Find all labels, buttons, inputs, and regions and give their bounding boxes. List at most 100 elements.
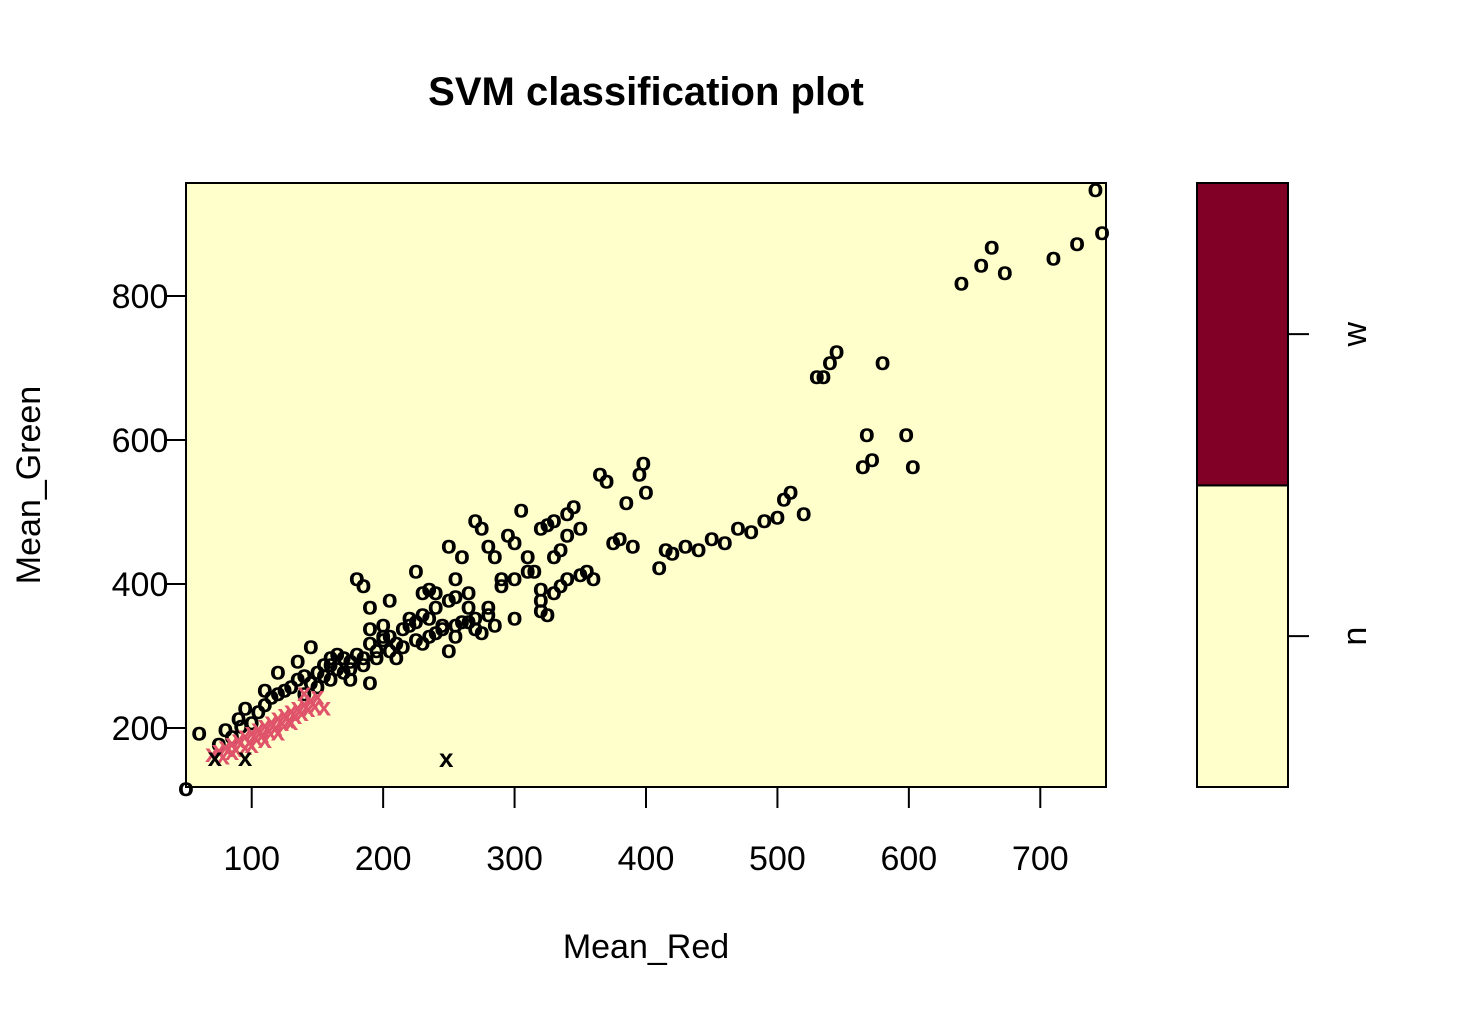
data-point: o — [388, 641, 404, 671]
data-point: o — [309, 670, 325, 700]
data-point: o — [362, 591, 378, 621]
data-point: o — [612, 522, 628, 552]
x-tick-label: 600 — [880, 840, 937, 878]
data-point: o — [244, 706, 260, 736]
data-point: o — [546, 504, 562, 534]
data-point: o — [421, 619, 437, 649]
data-point: o — [224, 720, 240, 750]
data-point: o — [585, 562, 601, 592]
data-point: o — [191, 717, 207, 747]
data-point: x — [301, 693, 316, 723]
data-point: o — [493, 569, 509, 599]
data-point: o — [520, 540, 536, 570]
data-point: o — [664, 537, 680, 567]
data-point: o — [447, 562, 463, 592]
data-point: x — [225, 727, 240, 757]
data-point: o — [382, 583, 398, 613]
data-point: x — [284, 706, 299, 736]
data-point: o — [441, 634, 457, 664]
data-point: o — [572, 511, 588, 541]
data-point: o — [461, 591, 477, 621]
data-point: o — [467, 601, 483, 631]
data-point: o — [408, 623, 424, 653]
data-point: o — [415, 627, 431, 657]
data-point: o — [428, 591, 444, 621]
data-point: o — [421, 573, 437, 603]
data-point: o — [362, 627, 378, 657]
data-point: x — [297, 677, 312, 707]
legend-swatch-n — [1196, 484, 1289, 788]
data-point: o — [579, 555, 595, 585]
data-point: x — [439, 743, 454, 773]
data-point: o — [447, 619, 463, 649]
data-point: o — [480, 598, 496, 628]
data-point: o — [277, 673, 293, 703]
data-point: o — [303, 666, 319, 696]
x-tick-label: 200 — [355, 840, 412, 878]
data-point: x — [242, 726, 257, 756]
data-point: o — [474, 616, 490, 646]
data-point: o — [855, 450, 871, 480]
data-point: o — [704, 522, 720, 552]
data-point: o — [480, 591, 496, 621]
data-point: x — [205, 738, 220, 768]
data-point: o — [905, 450, 921, 480]
data-point: x — [248, 722, 263, 752]
data-point: o — [513, 493, 529, 523]
data-point: o — [270, 677, 286, 707]
x-tick-label: 500 — [749, 840, 806, 878]
data-point: o — [898, 418, 914, 448]
y-tick-label: 600 — [112, 422, 169, 460]
data-point: x — [290, 691, 305, 721]
data-point: o — [618, 486, 634, 516]
data-point: x — [244, 717, 259, 747]
y-tick-label: 800 — [112, 278, 169, 316]
data-point: o — [441, 583, 457, 613]
data-point: o — [401, 601, 417, 631]
data-point: o — [454, 605, 470, 635]
y-axis-label: Mean_Green — [10, 386, 48, 584]
data-point: o — [283, 670, 299, 700]
data-point: o — [217, 713, 233, 743]
data-point: o — [369, 641, 385, 671]
data-point: o — [375, 623, 391, 653]
data-point: o — [859, 418, 875, 448]
data-point: o — [533, 511, 549, 541]
data-point: o — [233, 709, 249, 739]
data-point: o — [454, 540, 470, 570]
data-point: o — [796, 497, 812, 527]
data-point: x — [238, 742, 253, 772]
x-tick-label: 400 — [618, 840, 675, 878]
data-point: x — [268, 712, 283, 742]
data-point: o — [658, 533, 674, 563]
data-point: x — [208, 742, 223, 772]
data-point: x — [281, 704, 296, 734]
data-point: o — [231, 702, 247, 732]
data-point: x — [297, 688, 312, 718]
chart-title: SVM classification plot — [428, 70, 864, 114]
data-point: o — [829, 335, 845, 365]
data-point: o — [263, 681, 279, 711]
data-point: o — [467, 612, 483, 642]
x-axis: 100 200 300 400 500 600 700 — [223, 786, 1069, 878]
data-point: o — [572, 558, 588, 588]
data-point: o — [395, 630, 411, 660]
data-point: o — [635, 447, 651, 477]
data-point: o — [953, 267, 969, 297]
data-point: o — [533, 573, 549, 603]
data-point: x — [238, 731, 253, 761]
data-point: x — [264, 706, 279, 736]
data-point: o — [362, 612, 378, 642]
data-point: o — [520, 555, 536, 585]
data-point: o — [342, 663, 358, 693]
data-point: o — [290, 645, 306, 675]
data-point: o — [257, 673, 273, 703]
data-point: o — [638, 475, 654, 505]
data-point: o — [533, 594, 549, 624]
data-point: o — [428, 576, 444, 606]
data-point: o — [408, 605, 424, 635]
data-point: x — [255, 719, 270, 749]
data-point: x — [231, 724, 246, 754]
data-point: o — [487, 540, 503, 570]
x-tick-label: 100 — [223, 840, 280, 878]
